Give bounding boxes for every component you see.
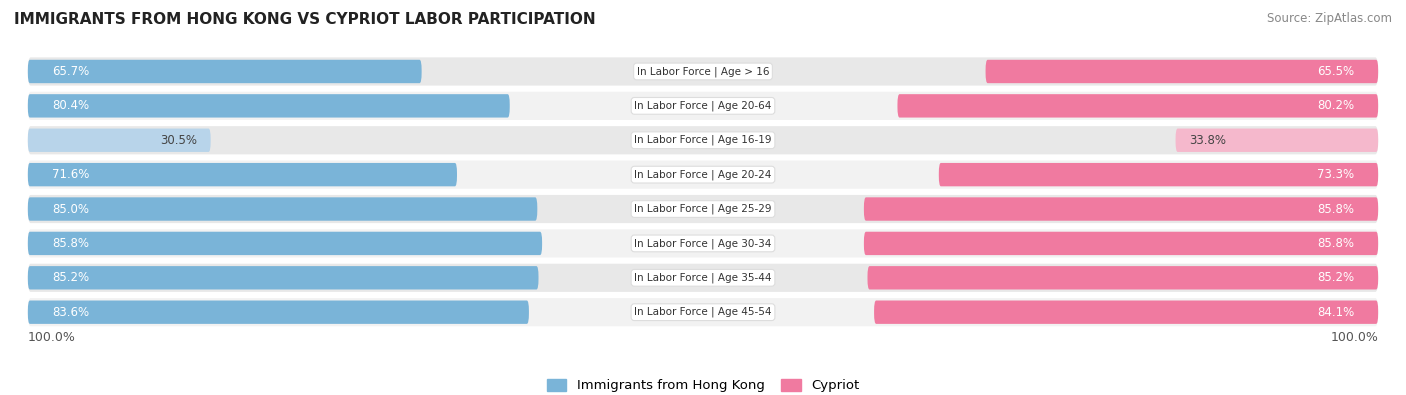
Text: 73.3%: 73.3% <box>1317 168 1354 181</box>
Text: 85.8%: 85.8% <box>1317 237 1354 250</box>
Text: 65.7%: 65.7% <box>52 65 89 78</box>
Text: 85.2%: 85.2% <box>1317 271 1354 284</box>
FancyBboxPatch shape <box>28 266 538 290</box>
FancyBboxPatch shape <box>28 264 1378 292</box>
Text: 85.2%: 85.2% <box>52 271 89 284</box>
Text: In Labor Force | Age 30-34: In Labor Force | Age 30-34 <box>634 238 772 249</box>
Text: In Labor Force | Age 45-54: In Labor Force | Age 45-54 <box>634 307 772 318</box>
FancyBboxPatch shape <box>28 301 529 324</box>
Text: 80.2%: 80.2% <box>1317 100 1354 112</box>
FancyBboxPatch shape <box>28 298 1378 326</box>
FancyBboxPatch shape <box>28 198 537 221</box>
FancyBboxPatch shape <box>875 301 1378 324</box>
Text: 30.5%: 30.5% <box>160 134 197 147</box>
Text: In Labor Force | Age 16-19: In Labor Force | Age 16-19 <box>634 135 772 145</box>
FancyBboxPatch shape <box>28 195 1378 223</box>
Text: 71.6%: 71.6% <box>52 168 90 181</box>
Text: In Labor Force | Age > 16: In Labor Force | Age > 16 <box>637 66 769 77</box>
FancyBboxPatch shape <box>863 198 1378 221</box>
Text: In Labor Force | Age 25-29: In Labor Force | Age 25-29 <box>634 204 772 214</box>
FancyBboxPatch shape <box>28 126 1378 154</box>
FancyBboxPatch shape <box>28 94 510 118</box>
FancyBboxPatch shape <box>28 60 422 83</box>
Text: 84.1%: 84.1% <box>1317 306 1354 319</box>
Text: 85.8%: 85.8% <box>52 237 89 250</box>
Legend: Immigrants from Hong Kong, Cypriot: Immigrants from Hong Kong, Cypriot <box>541 373 865 395</box>
FancyBboxPatch shape <box>28 229 1378 258</box>
Text: 85.8%: 85.8% <box>1317 203 1354 216</box>
Text: 80.4%: 80.4% <box>52 100 89 112</box>
FancyBboxPatch shape <box>1175 128 1378 152</box>
Text: In Labor Force | Age 20-64: In Labor Force | Age 20-64 <box>634 101 772 111</box>
Text: Source: ZipAtlas.com: Source: ZipAtlas.com <box>1267 12 1392 25</box>
FancyBboxPatch shape <box>28 92 1378 120</box>
Text: 33.8%: 33.8% <box>1189 134 1226 147</box>
Text: IMMIGRANTS FROM HONG KONG VS CYPRIOT LABOR PARTICIPATION: IMMIGRANTS FROM HONG KONG VS CYPRIOT LAB… <box>14 12 596 27</box>
FancyBboxPatch shape <box>986 60 1378 83</box>
FancyBboxPatch shape <box>897 94 1378 118</box>
FancyBboxPatch shape <box>28 57 1378 86</box>
Text: 85.0%: 85.0% <box>52 203 89 216</box>
Text: 100.0%: 100.0% <box>1330 331 1378 344</box>
Text: In Labor Force | Age 20-24: In Labor Force | Age 20-24 <box>634 169 772 180</box>
FancyBboxPatch shape <box>28 163 457 186</box>
FancyBboxPatch shape <box>863 232 1378 255</box>
Text: 83.6%: 83.6% <box>52 306 89 319</box>
Text: In Labor Force | Age 35-44: In Labor Force | Age 35-44 <box>634 273 772 283</box>
FancyBboxPatch shape <box>28 128 211 152</box>
FancyBboxPatch shape <box>28 160 1378 189</box>
FancyBboxPatch shape <box>939 163 1378 186</box>
FancyBboxPatch shape <box>28 232 543 255</box>
FancyBboxPatch shape <box>868 266 1378 290</box>
Text: 100.0%: 100.0% <box>28 331 76 344</box>
Text: 65.5%: 65.5% <box>1317 65 1354 78</box>
